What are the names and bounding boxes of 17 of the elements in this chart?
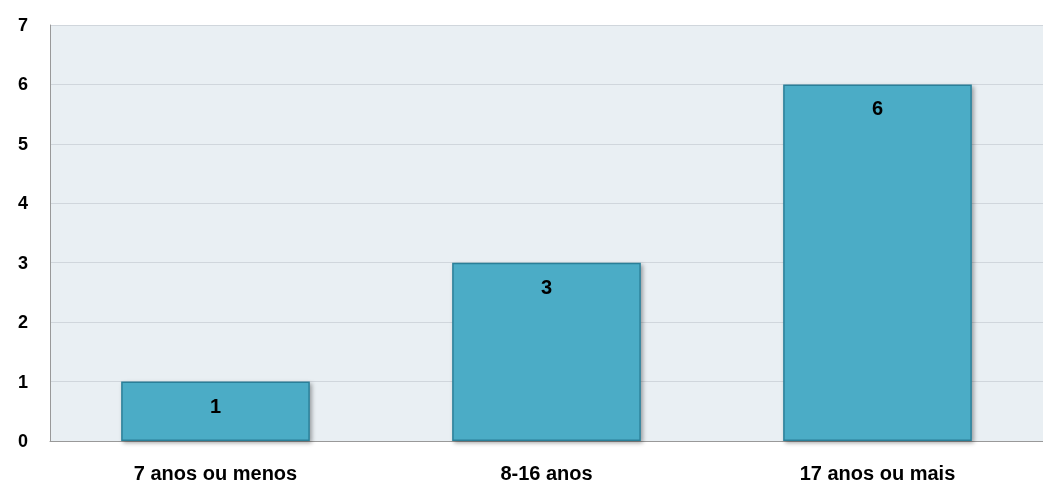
y-tick-label: 2 bbox=[17, 312, 28, 333]
bar bbox=[452, 262, 641, 441]
y-tick-label: 4 bbox=[17, 193, 28, 214]
y-tick-label: 5 bbox=[17, 133, 28, 154]
data-label: 6 bbox=[871, 97, 884, 120]
data-label: 3 bbox=[540, 275, 553, 298]
x-tick-label: 17 anos ou mais bbox=[799, 462, 956, 484]
data-label: 1 bbox=[209, 394, 222, 417]
bar bbox=[783, 84, 972, 441]
y-tick-label: 0 bbox=[17, 431, 28, 451]
bar bbox=[121, 381, 310, 441]
y-tick-label: 1 bbox=[17, 371, 28, 392]
x-tick-label: 7 anos ou menos bbox=[133, 462, 298, 484]
y-tick-label: 3 bbox=[17, 252, 28, 273]
y-tick-label: 6 bbox=[17, 74, 28, 95]
x-tick-label: 8-16 anos bbox=[500, 462, 593, 484]
y-tick-label: 7 bbox=[17, 15, 28, 35]
